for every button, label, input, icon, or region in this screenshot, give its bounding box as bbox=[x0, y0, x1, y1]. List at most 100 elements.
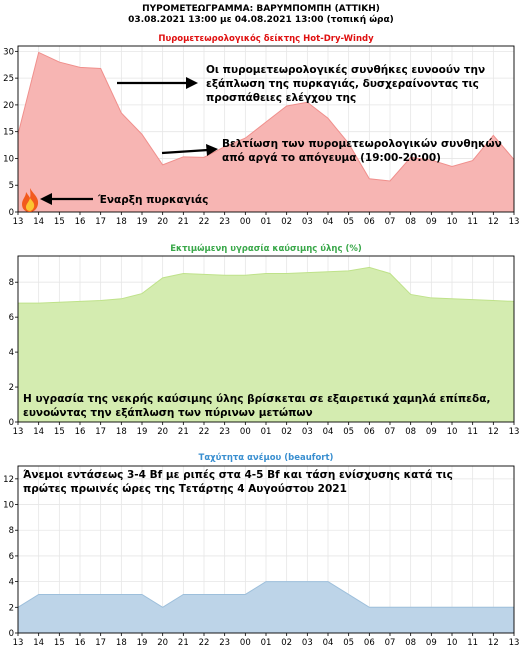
hdw-xtick-label: 02 bbox=[281, 217, 292, 227]
annotation-fire-start: Έναρξη πυρκαγιάς bbox=[40, 193, 208, 206]
hdw-xtick-label: 19 bbox=[137, 217, 148, 227]
wind-speed-panel: Ταχύτητα ανέμου (beaufort) 13 14 15 16 17 18 1… bbox=[3, 452, 519, 648]
annotation-fuel-moisture-line1: Η υγρασία της νεκρής καύσιμης ύλης βρίσκ… bbox=[23, 393, 490, 405]
hdw-xtick-label: 18 bbox=[116, 217, 127, 227]
hdw-xtick-label: 10 bbox=[447, 217, 458, 227]
wind-xtick-label: 03 bbox=[302, 638, 313, 648]
hdw-xtick-label: 00 bbox=[240, 217, 251, 227]
hdw-ytick-label: 0 bbox=[9, 208, 14, 218]
wind-ytick-label: 12 bbox=[3, 475, 14, 485]
hdw-ytick-label: 20 bbox=[3, 101, 14, 111]
hdw-xtick-label: 13 bbox=[509, 217, 520, 227]
wind-xtick-label: 11 bbox=[467, 638, 478, 648]
hdw-xtick-label: 03 bbox=[302, 217, 313, 227]
annotation-improvement-line2: από αργά το απόγευμα (19:00-20:00) bbox=[222, 152, 441, 164]
hdw-xtick-label: 14 bbox=[33, 217, 44, 227]
svg-text:Οι πυρομετεωρολογικές συνθήκες: Οι πυρομετεωρολογικές συνθήκες ευνοούν τ… bbox=[206, 64, 489, 104]
wind-xtick-label: 10 bbox=[447, 638, 458, 648]
fuel-moisture-xtick-label: 21 bbox=[178, 427, 189, 437]
wind-xtick-label: 22 bbox=[199, 638, 210, 648]
wind-xtick-label: 14 bbox=[33, 638, 44, 648]
figure-subtitle: 03.08.2021 13:00 με 04.08.2021 13:00 (το… bbox=[128, 14, 394, 25]
wind-xtick-label: 21 bbox=[178, 638, 189, 648]
wind-xtick-label: 15 bbox=[54, 638, 65, 648]
fuel-moisture-xtick-label: 12 bbox=[488, 427, 499, 437]
fuel-moisture-xtick-label: 00 bbox=[240, 427, 251, 437]
fuel-moisture-xtick-label: 17 bbox=[95, 427, 106, 437]
hdw-ytick-label: 5 bbox=[9, 181, 14, 191]
fuel-moisture-xtick-label: 08 bbox=[405, 427, 416, 437]
fuel-moisture-ytick-label: 8 bbox=[9, 278, 14, 288]
wind-xtick-label: 02 bbox=[281, 638, 292, 648]
fuel-moisture-panel: Εκτιμώμενη υγρασία καύσιμης ύλης (%) 13 1… bbox=[9, 243, 520, 437]
hdw-xtick-label: 15 bbox=[54, 217, 65, 227]
hdw-xtick-label: 08 bbox=[405, 217, 416, 227]
fuel-moisture-xtick-label: 02 bbox=[281, 427, 292, 437]
wind-xtick-label: 23 bbox=[219, 638, 230, 648]
fuel-moisture-xtick-label: 09 bbox=[426, 427, 437, 437]
wind-xtick-label: 00 bbox=[240, 638, 251, 648]
hdw-xtick-label: 07 bbox=[385, 217, 396, 227]
annotation-wind-line1: Άνεμοι εντάσεως 3-4 Bf με ριπές στα 4-5 … bbox=[23, 469, 453, 481]
hdw-xtick-label: 06 bbox=[364, 217, 375, 227]
wind-xtick-label: 20 bbox=[157, 638, 168, 648]
hdw-xtick-label: 04 bbox=[323, 217, 334, 227]
fuel-moisture-xtick-label: 13 bbox=[13, 427, 24, 437]
hdw-xtick-label: 17 bbox=[95, 217, 106, 227]
hdw-xtick-label: 21 bbox=[178, 217, 189, 227]
hdw-xtick-label: 11 bbox=[467, 217, 478, 227]
annotation-fire-start-text: Έναρξη πυρκαγιάς bbox=[97, 194, 208, 206]
figure-title: ΠΥΡΟΜΕΤΕΩΓΡΑΜΜΑ: ΒΑΡΥΜΠΟΜΠΗ (ΑΤΤΙΚΗ) bbox=[142, 4, 380, 14]
fuel-moisture-xtick-label: 22 bbox=[199, 427, 210, 437]
wind-xtick-label: 04 bbox=[323, 638, 334, 648]
annotation-wind: Άνεμοι εντάσεως 3-4 Bf με ριπές στα 4-5 … bbox=[23, 469, 457, 495]
annotation-conditions: Οι πυρομετεωρολογικές συνθήκες ευνοούν τ… bbox=[117, 64, 489, 104]
annotation-conditions-line2: εξάπλωση της πυρκαγιάς, δυσχεραίνοντας τ… bbox=[206, 78, 479, 90]
fuel-moisture-xtick-label: 04 bbox=[323, 427, 334, 437]
fuel-moisture-xtick-label: 13 bbox=[509, 427, 520, 437]
hdw-xtick-label: 09 bbox=[426, 217, 437, 227]
wind-ytick-label: 4 bbox=[9, 578, 14, 588]
wind-xtick-label: 07 bbox=[385, 638, 396, 648]
fuel-moisture-xtick-label: 06 bbox=[364, 427, 375, 437]
annotation-conditions-line1: Οι πυρομετεωρολογικές συνθήκες ευνοούν τ… bbox=[206, 64, 485, 76]
wind-xtick-label: 09 bbox=[426, 638, 437, 648]
hdw-index-panel: Πυρομετεωρολογικός δείκτης Hot-Dry-Windy… bbox=[3, 33, 519, 227]
wind-xtick-label: 13 bbox=[13, 638, 24, 648]
annotation-improvement: Βελτίωση των πυρομετεωρολογικών συνθηκών… bbox=[161, 138, 502, 164]
wind-xtick-label: 16 bbox=[75, 638, 86, 648]
fuel-moisture-xtick-label: 23 bbox=[219, 427, 230, 437]
hdw-xtick-label: 01 bbox=[261, 217, 272, 227]
fuel-moisture-xtick-label: 19 bbox=[137, 427, 148, 437]
wind-xtick-label: 12 bbox=[488, 638, 499, 648]
fuel-moisture-xtick-label: 20 bbox=[157, 427, 168, 437]
wind-xtick-label: 18 bbox=[116, 638, 127, 648]
wind-xtick-label: 01 bbox=[261, 638, 272, 648]
hdw-ytick-label: 25 bbox=[3, 74, 14, 84]
fire-icon bbox=[22, 188, 39, 212]
hdw-ytick-label: 30 bbox=[3, 47, 14, 57]
annotation-conditions-line3: προσπάθειες ελέγχου της bbox=[206, 92, 356, 104]
annotation-improvement-line1: Βελτίωση των πυρομετεωρολογικών συνθηκών bbox=[222, 138, 502, 150]
fuel-moisture-xtick-label: 16 bbox=[75, 427, 86, 437]
hdw-xtick-label: 05 bbox=[343, 217, 354, 227]
fuel-moisture-ytick-label: 0 bbox=[9, 418, 14, 428]
fuel-moisture-chart-title: Εκτιμώμενη υγρασία καύσιμης ύλης (%) bbox=[170, 243, 362, 254]
fuel-moisture-xtick-label: 14 bbox=[33, 427, 44, 437]
fuel-moisture-xtick-label: 01 bbox=[261, 427, 272, 437]
wind-xtick-label: 06 bbox=[364, 638, 375, 648]
fuel-moisture-xtick-label: 10 bbox=[447, 427, 458, 437]
wind-ytick-label: 8 bbox=[9, 526, 14, 536]
fuel-moisture-xtick-label: 11 bbox=[467, 427, 478, 437]
hdw-ytick-label: 15 bbox=[3, 128, 14, 138]
fuel-moisture-ytick-label: 4 bbox=[9, 348, 14, 358]
fuel-moisture-ytick-label: 2 bbox=[9, 383, 14, 393]
hdw-xtick-label: 23 bbox=[219, 217, 230, 227]
wind-xtick-label: 13 bbox=[509, 638, 520, 648]
wind-xtick-label: 05 bbox=[343, 638, 354, 648]
wind-ytick-label: 10 bbox=[3, 501, 14, 511]
wind-xtick-label: 08 bbox=[405, 638, 416, 648]
wind-xtick-label: 19 bbox=[137, 638, 148, 648]
fuel-moisture-ytick-label: 6 bbox=[9, 313, 14, 323]
